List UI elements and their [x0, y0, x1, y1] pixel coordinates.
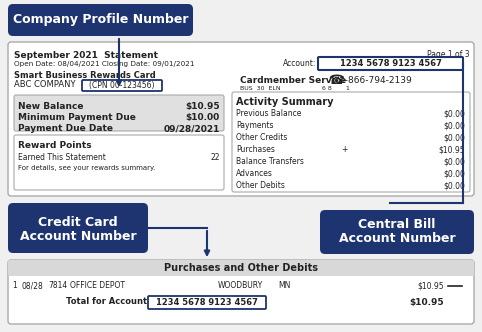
- FancyBboxPatch shape: [232, 92, 470, 192]
- Text: OFFICE DEPOT: OFFICE DEPOT: [70, 282, 125, 290]
- Text: 22: 22: [211, 153, 220, 162]
- Text: Smart Business Rewards Card: Smart Business Rewards Card: [14, 71, 156, 80]
- Text: Account:: Account:: [282, 59, 316, 68]
- FancyBboxPatch shape: [320, 210, 474, 254]
- Text: For details, see your rewards summary.: For details, see your rewards summary.: [18, 165, 155, 171]
- FancyBboxPatch shape: [8, 203, 148, 253]
- Text: 1-866-794-2139: 1-866-794-2139: [340, 76, 413, 85]
- Text: New Balance: New Balance: [18, 102, 83, 111]
- Text: +: +: [341, 145, 348, 154]
- FancyBboxPatch shape: [8, 4, 193, 36]
- Text: Activity Summary: Activity Summary: [236, 97, 334, 107]
- Text: 08/28: 08/28: [22, 282, 44, 290]
- Text: $0.00: $0.00: [443, 121, 465, 130]
- Text: $0.00: $0.00: [443, 133, 465, 142]
- Text: $10.95: $10.95: [438, 145, 465, 154]
- Text: $10.95: $10.95: [186, 102, 220, 111]
- Text: ☎: ☎: [328, 74, 344, 87]
- Text: $10.95: $10.95: [417, 282, 444, 290]
- Text: 1234 5678 9123 4567: 1234 5678 9123 4567: [339, 59, 442, 68]
- Text: September 2021  Statement: September 2021 Statement: [14, 51, 158, 60]
- Text: $10.95: $10.95: [409, 297, 444, 306]
- Text: $0.00: $0.00: [443, 181, 465, 190]
- Text: Page 1 of 3: Page 1 of 3: [428, 50, 470, 59]
- FancyBboxPatch shape: [8, 260, 474, 324]
- Text: $0.00: $0.00: [443, 109, 465, 118]
- Text: 1: 1: [345, 86, 349, 91]
- Text: Minimum Payment Due: Minimum Payment Due: [18, 113, 136, 122]
- Text: 09/28/2021: 09/28/2021: [163, 124, 220, 133]
- FancyBboxPatch shape: [14, 135, 224, 190]
- FancyBboxPatch shape: [8, 42, 474, 196]
- Text: $10.00: $10.00: [186, 113, 220, 122]
- Text: Payment Due Date: Payment Due Date: [18, 124, 113, 133]
- Text: (CPN 00-123456): (CPN 00-123456): [89, 81, 155, 90]
- Text: 7814: 7814: [48, 282, 67, 290]
- Text: Earned This Statement: Earned This Statement: [18, 153, 106, 162]
- FancyBboxPatch shape: [148, 296, 266, 309]
- Text: Reward Points: Reward Points: [18, 141, 92, 150]
- Text: Previous Balance: Previous Balance: [236, 109, 301, 118]
- FancyBboxPatch shape: [14, 95, 224, 131]
- Text: Account Number: Account Number: [20, 229, 136, 242]
- Text: 1234 5678 9123 4567: 1234 5678 9123 4567: [156, 298, 258, 307]
- Text: 1: 1: [12, 282, 17, 290]
- Text: BUS  30  ELN: BUS 30 ELN: [240, 86, 281, 91]
- Text: Cardmember Service: Cardmember Service: [240, 76, 346, 85]
- Text: Purchases and Other Debits: Purchases and Other Debits: [164, 263, 318, 273]
- Text: MN: MN: [278, 282, 290, 290]
- Text: Purchases: Purchases: [236, 145, 275, 154]
- Text: $0.00: $0.00: [443, 157, 465, 166]
- Text: Open Date: 08/04/2021 Closing Date: 09/01/2021: Open Date: 08/04/2021 Closing Date: 09/0…: [14, 61, 195, 67]
- Text: $0.00: $0.00: [443, 169, 465, 178]
- Text: Company Profile Number: Company Profile Number: [13, 14, 188, 27]
- Text: Credit Card: Credit Card: [38, 215, 118, 228]
- Text: Central Bill: Central Bill: [358, 218, 436, 231]
- Text: 6 8: 6 8: [322, 86, 332, 91]
- Text: Payments: Payments: [236, 121, 273, 130]
- Text: ABC COMPANY: ABC COMPANY: [14, 80, 76, 89]
- Text: WOODBURY: WOODBURY: [218, 282, 263, 290]
- FancyBboxPatch shape: [82, 80, 162, 91]
- Text: Account Number: Account Number: [339, 232, 455, 245]
- FancyBboxPatch shape: [8, 260, 474, 276]
- FancyBboxPatch shape: [318, 57, 463, 70]
- Text: Other Debits: Other Debits: [236, 181, 285, 190]
- Text: Total for Account: Total for Account: [66, 297, 147, 306]
- Text: Other Credits: Other Credits: [236, 133, 287, 142]
- Text: Advances: Advances: [236, 169, 273, 178]
- Text: Balance Transfers: Balance Transfers: [236, 157, 304, 166]
